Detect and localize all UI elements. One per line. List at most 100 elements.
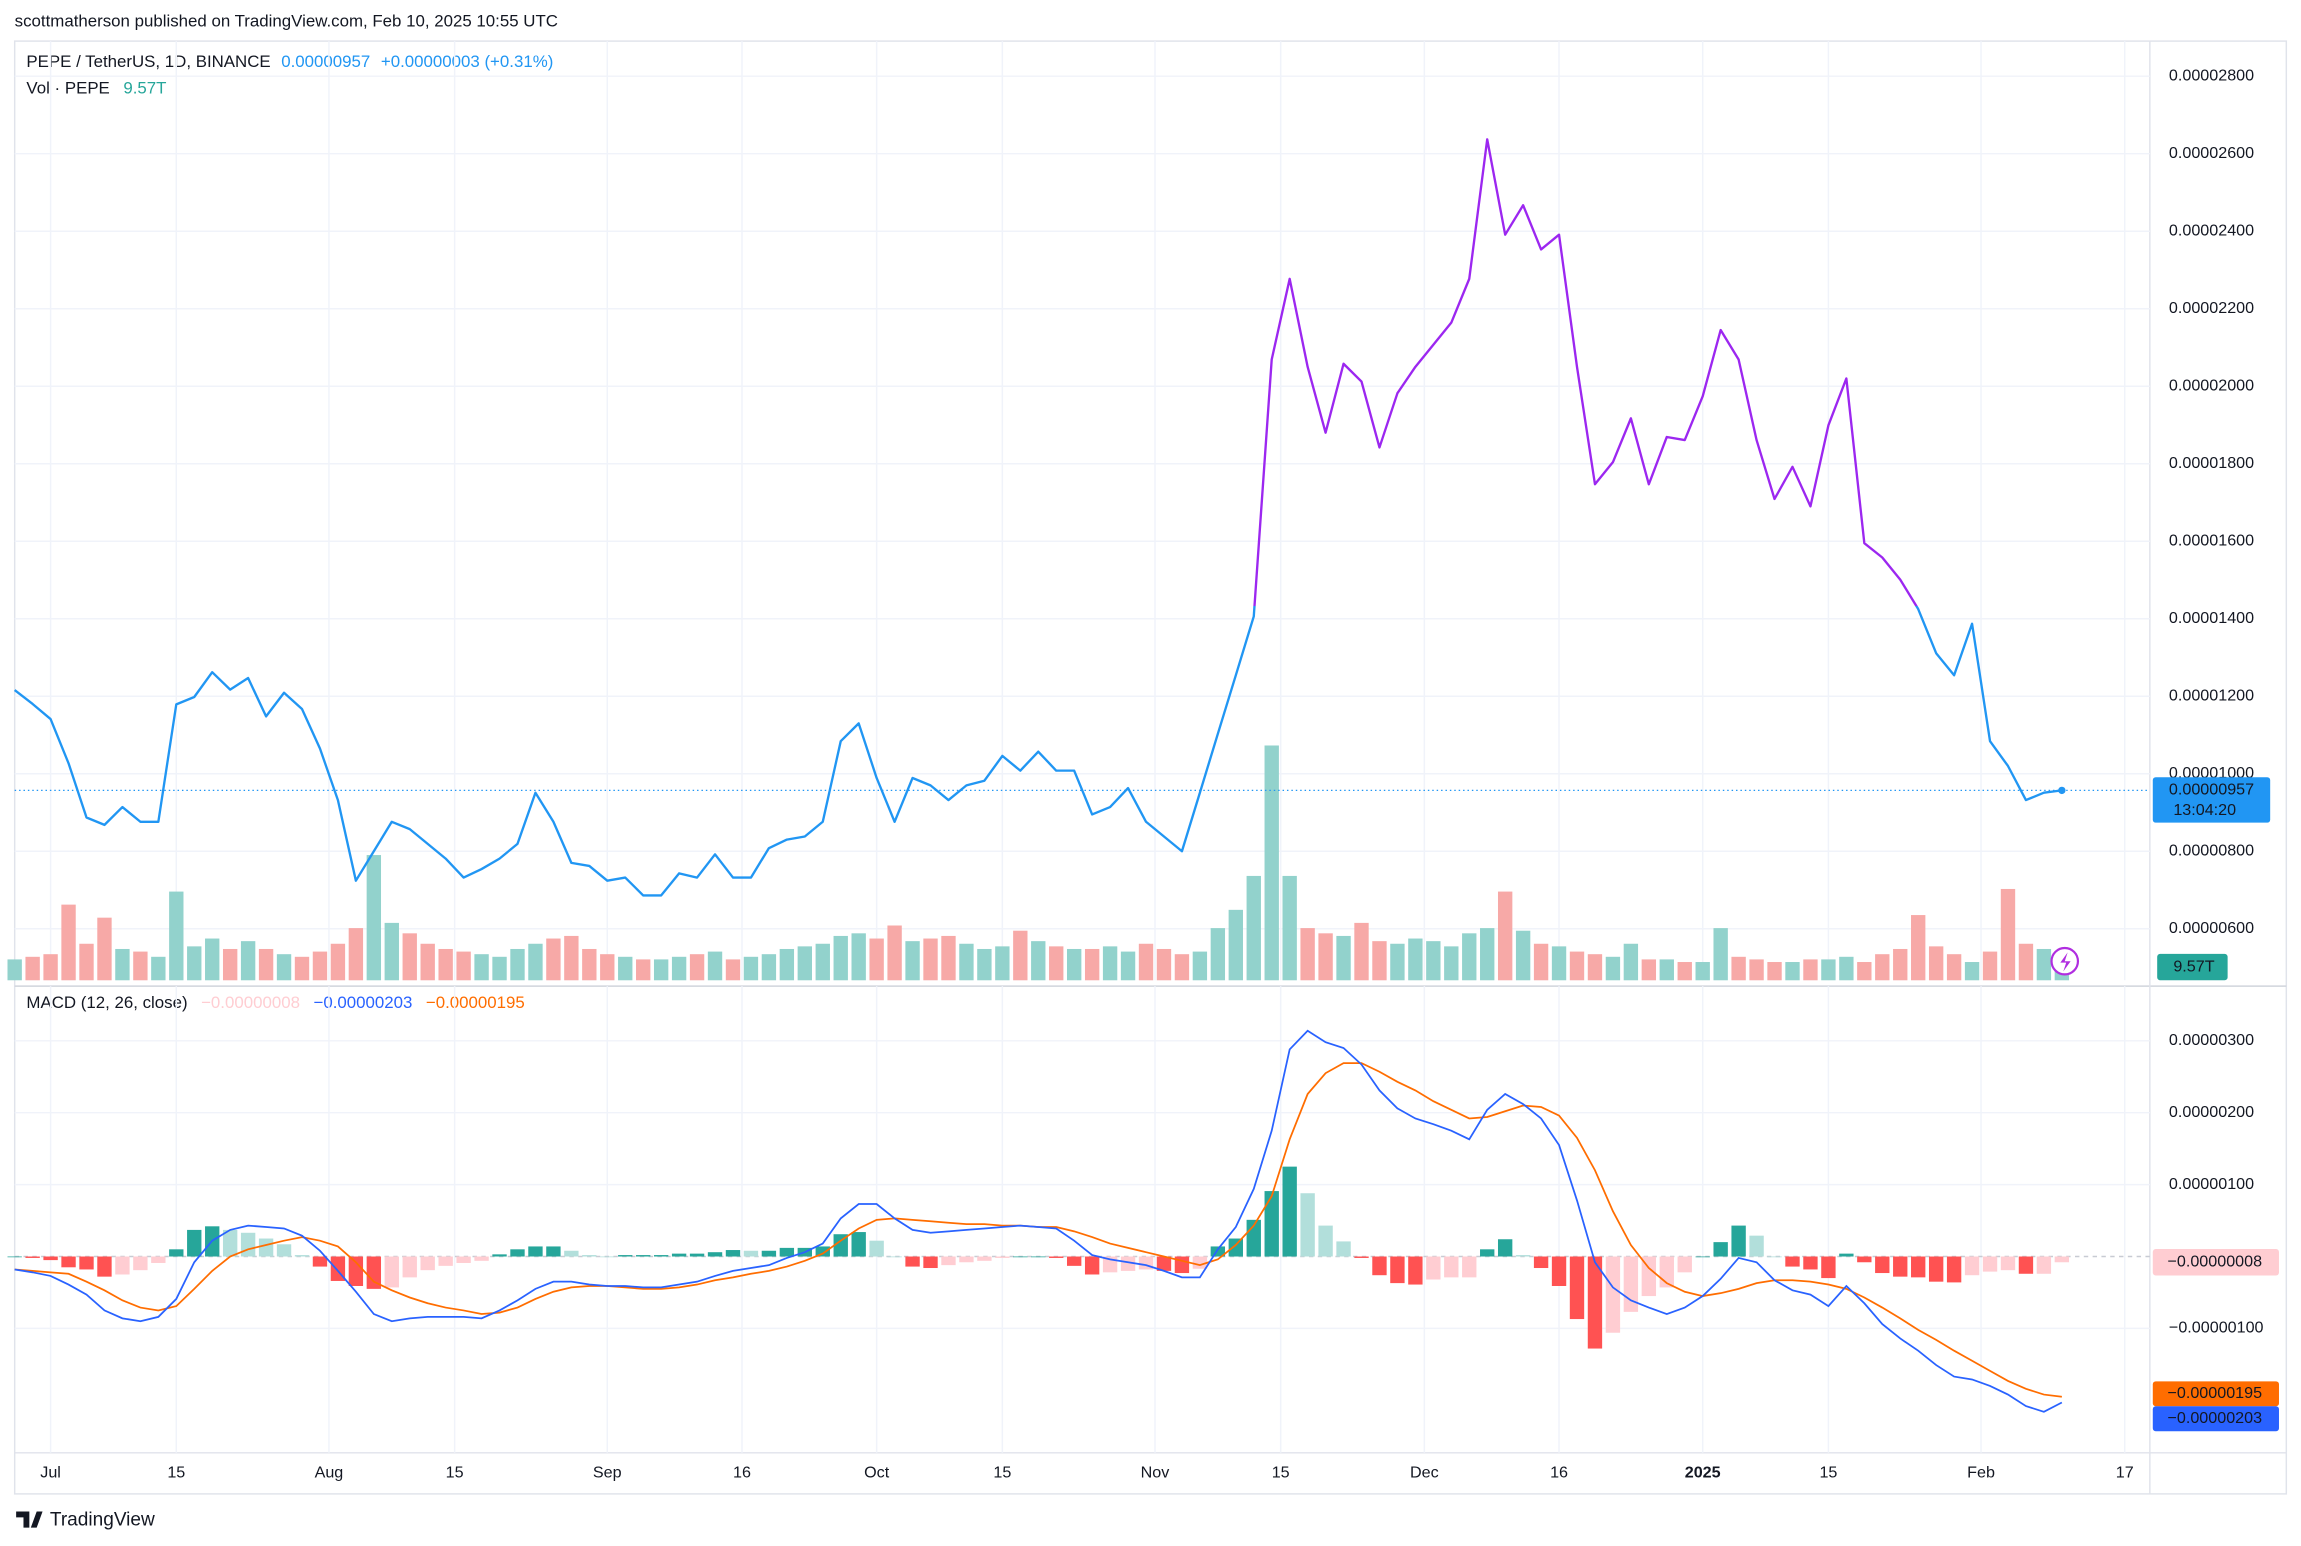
histogram-bar <box>1587 1256 1603 1349</box>
histogram-bar <box>1569 1256 1585 1320</box>
histogram-bar <box>348 1256 364 1286</box>
histogram-bar <box>1192 1256 1208 1269</box>
histogram-bar <box>258 1238 274 1257</box>
volume-bar <box>1677 962 1692 981</box>
histogram-bar <box>43 1256 58 1261</box>
volume-bar <box>1210 928 1226 981</box>
histogram-bar <box>1066 1256 1082 1266</box>
volume-bar <box>2000 888 2016 981</box>
histogram-label: −0.00000008 <box>2167 1253 2262 1271</box>
volume-bar <box>1839 956 1854 981</box>
histogram-bar <box>133 1256 148 1271</box>
histogram-bar <box>456 1256 471 1263</box>
volume-title: Vol · PEPE <box>26 79 109 98</box>
x-tick-label: 15 <box>167 1464 185 1482</box>
histogram-bar <box>851 1232 866 1257</box>
volume-bar <box>1390 943 1405 981</box>
volume-bar <box>887 925 902 981</box>
volume-bar <box>905 941 920 981</box>
volume-bar <box>618 956 633 981</box>
alert-icon[interactable] <box>2050 946 2080 976</box>
volume-bar <box>779 948 795 981</box>
volume-bar <box>1731 956 1746 981</box>
volume-bar <box>1282 875 1297 981</box>
y-tick-label: 0.00002400 <box>2169 221 2254 239</box>
histogram-bar <box>2054 1256 2070 1263</box>
volume-bar <box>1695 962 1710 981</box>
logo-mark <box>16 1511 43 1528</box>
macd-legend: MACD (12, 26, close) −0.00000008 −0.0000… <box>26 993 524 1012</box>
volume-bar <box>582 948 597 981</box>
volume-bar <box>1408 938 1423 981</box>
volume-bar <box>833 935 848 981</box>
volume-bar <box>1013 930 1028 981</box>
histogram-bar <box>959 1256 974 1263</box>
histogram-bar <box>1785 1256 1800 1267</box>
histogram-bar <box>222 1229 238 1257</box>
histogram-bar <box>384 1256 399 1288</box>
volume-bar <box>1893 948 1908 981</box>
histogram-bar <box>1964 1256 1980 1276</box>
histogram-bar <box>1354 1256 1369 1258</box>
volume-bar <box>761 954 777 981</box>
volume-bar <box>2018 943 2034 981</box>
histogram-bar <box>1264 1191 1279 1257</box>
volume-bar <box>1354 922 1369 981</box>
volume-bar <box>1928 946 1944 981</box>
histogram-bar <box>1893 1256 1908 1277</box>
volume-bar <box>1749 959 1764 981</box>
histogram-bar <box>1336 1241 1351 1257</box>
price-change: +0.00000003 (+0.31%) <box>381 53 553 72</box>
volume-bar <box>1264 745 1279 981</box>
histogram-bar <box>1695 1256 1710 1258</box>
volume-bar <box>1964 962 1980 981</box>
volume-bar <box>25 956 40 981</box>
histogram-bar <box>1767 1256 1782 1258</box>
volume-bar <box>797 946 812 981</box>
volume-bar <box>1228 909 1243 981</box>
histogram-bar <box>671 1253 687 1257</box>
volume-bar <box>1480 928 1495 981</box>
histogram-bar <box>636 1255 651 1257</box>
chart-frame <box>13 40 2288 1495</box>
price-label-box <box>2152 777 2271 823</box>
histogram-bar <box>492 1254 507 1257</box>
volume-bar <box>240 941 256 981</box>
x-tick-label: 15 <box>1819 1464 1837 1482</box>
x-tick-label: 16 <box>1550 1464 1568 1482</box>
histogram-bar <box>1641 1256 1657 1297</box>
macd-value: −0.00000203 <box>313 993 412 1012</box>
volume-bar <box>1300 928 1315 981</box>
volume-bar <box>115 948 130 981</box>
volume-bar <box>312 951 328 981</box>
volume-bar <box>330 943 346 981</box>
histogram-bar <box>1911 1256 1926 1278</box>
alert-icon-bolt[interactable] <box>2060 952 2071 972</box>
histogram-bar <box>1426 1256 1441 1280</box>
volume-bar <box>169 891 184 981</box>
histogram-bar <box>761 1250 777 1257</box>
histogram-bar <box>1497 1239 1513 1257</box>
histogram-bar <box>546 1246 561 1257</box>
volume-bar <box>1031 941 1046 981</box>
volume-bar <box>438 948 453 981</box>
histogram-bar <box>1210 1246 1226 1257</box>
volume-bar <box>420 943 435 981</box>
volume-bar <box>1138 943 1154 981</box>
x-tick-label: Aug <box>315 1464 344 1482</box>
histogram-bar <box>97 1256 112 1277</box>
volume-bar <box>1911 915 1926 981</box>
histogram-bar <box>941 1256 956 1266</box>
volume-bar <box>456 951 471 981</box>
x-tick-label: 2025 <box>1685 1464 1721 1482</box>
volume-bar <box>402 933 417 981</box>
x-tick-label: 15 <box>446 1464 464 1482</box>
volume-bar <box>923 938 938 981</box>
histogram-bar <box>1515 1255 1531 1257</box>
price-label: 0.00000957 <box>2169 781 2254 799</box>
histogram-bar <box>1533 1256 1549 1269</box>
volume-bar <box>1192 951 1208 981</box>
volume-bar <box>1174 954 1190 981</box>
histogram-bar <box>1982 1256 1998 1272</box>
